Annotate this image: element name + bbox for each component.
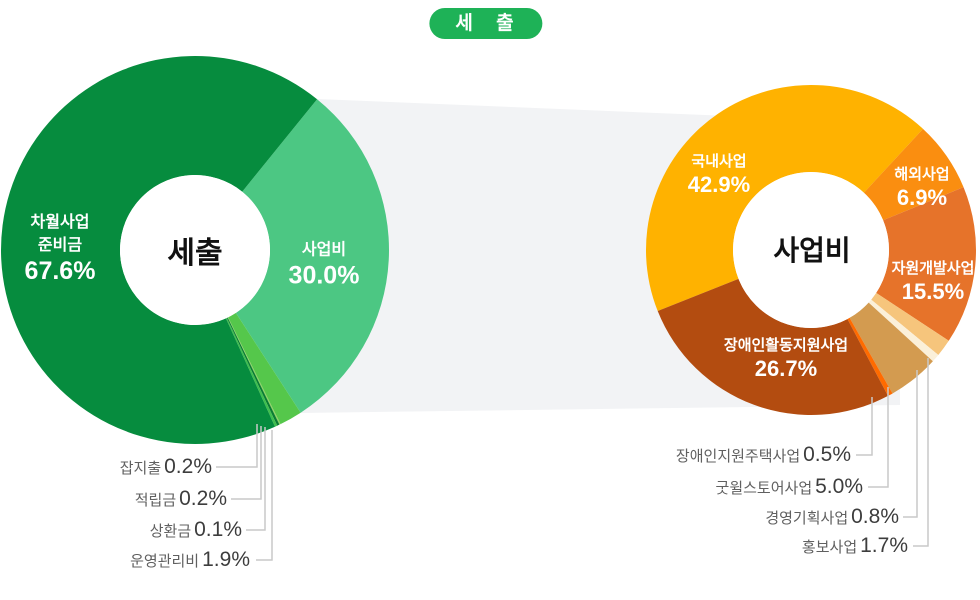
slice-label-disability-support: 장애인활동지원사업 26.7% bbox=[724, 335, 848, 381]
callout-value: 0.1% bbox=[194, 518, 242, 541]
callout-value: 5.0% bbox=[815, 475, 863, 498]
donut-saeupbi bbox=[645, 85, 977, 416]
slice-label-resource-dev: 자원개발사업 15.5% bbox=[892, 258, 975, 304]
slice-label-project-cost: 사업비 30.0% bbox=[289, 239, 360, 290]
donut-slice-장애인지원주택사업 bbox=[847, 317, 893, 396]
slice-label-domestic: 국내사업 42.9% bbox=[688, 151, 750, 197]
slice-label-name: 사업비 bbox=[301, 241, 347, 259]
slice-label-name: 국내사업 bbox=[691, 153, 747, 170]
donut-slice-해외사업 bbox=[863, 128, 964, 221]
callout-goodwill-store: 굿윌스토어사업 5.0% bbox=[716, 475, 863, 499]
leader-line bbox=[913, 358, 929, 547]
slice-label-name: 장애인활동지원사업 bbox=[723, 337, 849, 354]
title-badge: 세 출 bbox=[429, 8, 543, 39]
leader-line bbox=[256, 430, 273, 561]
leader-line bbox=[231, 426, 262, 500]
slice-label-carryover-reserve: 차월사업 준비금 67.6% bbox=[25, 211, 96, 285]
callout-housing-support: 장애인지원주택사업 0.5% bbox=[676, 443, 851, 467]
callout-name: 적립금 bbox=[134, 492, 177, 509]
leader-line bbox=[856, 397, 873, 456]
callout-pr: 홍보사업 1.7% bbox=[802, 534, 908, 558]
donut-slice-자원개발사업 bbox=[876, 187, 977, 341]
leader-line bbox=[216, 424, 258, 468]
slice-label-value: 26.7% bbox=[754, 356, 818, 381]
callout-value: 0.8% bbox=[851, 505, 899, 528]
slice-label-value: 67.6% bbox=[24, 257, 96, 285]
leader-line bbox=[246, 427, 266, 531]
donut-seachul bbox=[1, 55, 390, 444]
donut-slice-경영기획사업 bbox=[868, 299, 939, 362]
donut-hole bbox=[733, 172, 889, 328]
donut-hole bbox=[120, 175, 270, 325]
callout-value: 0.5% bbox=[803, 443, 851, 466]
slice-label-name: 차월사업 bbox=[30, 214, 90, 231]
callout-name: 굿윌스토어사업 bbox=[715, 480, 813, 497]
slice-label-value: 6.9% bbox=[896, 185, 948, 210]
callout-unyeong: 운영관리비 1.9% bbox=[130, 548, 250, 572]
donut-center-label-saeupbi: 사업비 bbox=[773, 235, 851, 266]
callout-name: 홍보사업 bbox=[801, 539, 858, 556]
slice-label-value: 42.9% bbox=[687, 172, 751, 197]
callout-value: 1.9% bbox=[202, 548, 250, 571]
donut-slice-홍보사업 bbox=[871, 292, 949, 355]
donut-slice-잡지출 bbox=[225, 317, 278, 427]
callout-value: 1.7% bbox=[860, 534, 908, 557]
callout-japjichul: 잡지출 0.2% bbox=[120, 455, 212, 479]
callout-jeoripgeum: 적립금 0.2% bbox=[135, 487, 227, 511]
callout-management-planning: 경영기획사업 0.8% bbox=[765, 505, 899, 529]
callout-name: 상환금 bbox=[149, 523, 192, 540]
callout-sanghwangeum: 상환금 0.1% bbox=[150, 518, 242, 542]
donut-slice-장애인활동지원사업 bbox=[657, 278, 888, 416]
leader-line bbox=[903, 370, 918, 518]
leader-line bbox=[868, 387, 889, 488]
callout-name: 경영기획사업 bbox=[765, 510, 849, 527]
slice-label-name: 해외사업 bbox=[894, 166, 950, 183]
donut-slice-굿윌스토어사업 bbox=[849, 302, 933, 394]
slice-label-name: 준비금 bbox=[37, 237, 83, 254]
slice-label-name: 자원개발사업 bbox=[891, 260, 975, 277]
donut-center-label-sechul: 세출 bbox=[167, 237, 223, 270]
donut-slice-운영관리비 bbox=[228, 312, 301, 425]
donut-slice-사업비 bbox=[235, 99, 390, 413]
donut-slice-적립금 bbox=[226, 317, 280, 426]
donut-slice-국내사업 bbox=[645, 85, 923, 312]
slice-label-overseas: 해외사업 6.9% bbox=[894, 164, 949, 210]
donut-slice-상환금 bbox=[227, 317, 281, 425]
slice-label-value: 15.5% bbox=[901, 279, 965, 304]
callout-name: 운영관리비 bbox=[130, 553, 200, 570]
callout-name: 잡지출 bbox=[119, 460, 162, 477]
callout-value: 0.2% bbox=[164, 455, 212, 478]
slice-label-value: 30.0% bbox=[288, 261, 360, 290]
callout-name: 장애인지원주택사업 bbox=[675, 448, 801, 465]
callout-value: 0.2% bbox=[179, 487, 227, 510]
donut-slice-차월사업 준비금 bbox=[1, 55, 318, 444]
